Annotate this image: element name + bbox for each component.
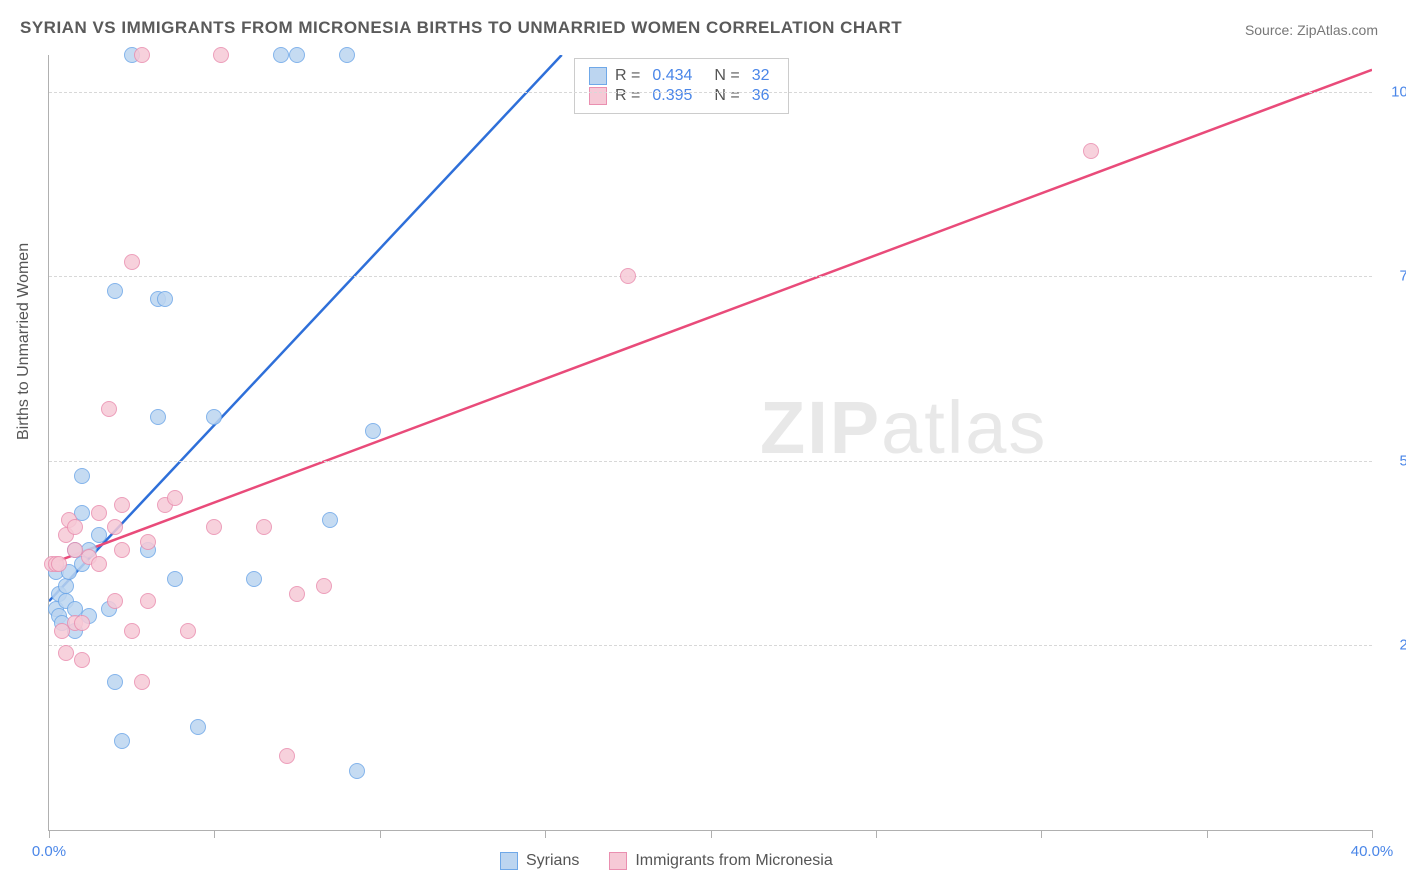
data-point (167, 490, 183, 506)
y-tick-label: 25.0% (1382, 637, 1406, 654)
data-point (157, 291, 173, 307)
x-tick (380, 830, 381, 838)
gridline (49, 645, 1372, 646)
x-tick (545, 830, 546, 838)
legend-row: R = 0.395 N = 36 (589, 87, 774, 105)
plot-area: R =0.434N =32R =0.395N =36 25.0%50.0%75.… (48, 55, 1372, 831)
data-point (58, 578, 74, 594)
data-point (91, 505, 107, 521)
data-point (51, 556, 67, 572)
data-point (58, 645, 74, 661)
trend-lines (49, 55, 1372, 830)
x-tick-label: 0.0% (32, 843, 66, 860)
x-tick (876, 830, 877, 838)
y-tick-label: 100.0% (1382, 83, 1406, 100)
x-tick (1207, 830, 1208, 838)
legend-r-value: 0.434 (652, 67, 692, 85)
data-point (101, 401, 117, 417)
legend-n-value: 36 (752, 87, 770, 105)
data-point (213, 47, 229, 63)
legend-row: R = 0.434 N = 32 (589, 67, 774, 85)
data-point (140, 534, 156, 550)
data-point (150, 409, 166, 425)
data-point (107, 283, 123, 299)
y-axis-label: Births to Unmarried Women (15, 243, 33, 440)
gridline (49, 461, 1372, 462)
correlation-legend: R = 0.434 N = 32 R = 0.395 N = 36 (574, 58, 789, 114)
data-point (206, 409, 222, 425)
gridline (49, 276, 1372, 277)
data-point (1083, 143, 1099, 159)
data-point (349, 763, 365, 779)
data-point (167, 571, 183, 587)
x-tick-label: 40.0% (1351, 843, 1394, 860)
legend-n-label: N = (714, 87, 739, 105)
data-point (114, 497, 130, 513)
gridline (49, 92, 1372, 93)
legend-n-value: 32 (752, 67, 770, 85)
legend-swatch (500, 852, 518, 870)
data-point (91, 527, 107, 543)
data-point (74, 468, 90, 484)
legend-swatch (589, 87, 607, 105)
y-tick-label: 75.0% (1382, 268, 1406, 285)
series-legend: Syrians Immigrants from Micronesia (500, 852, 833, 870)
data-point (256, 519, 272, 535)
data-point (134, 674, 150, 690)
data-point (316, 578, 332, 594)
data-point (339, 47, 355, 63)
series-legend-item: Immigrants from Micronesia (609, 852, 832, 870)
x-tick (214, 830, 215, 838)
x-tick (49, 830, 50, 838)
data-point (206, 519, 222, 535)
data-point (107, 593, 123, 609)
legend-r-value: 0.395 (652, 87, 692, 105)
series-label: Immigrants from Micronesia (635, 852, 832, 870)
y-tick-label: 50.0% (1382, 452, 1406, 469)
legend-r-label: R = (615, 87, 640, 105)
data-point (620, 268, 636, 284)
data-point (107, 519, 123, 535)
series-label: Syrians (526, 852, 579, 870)
data-point (190, 719, 206, 735)
legend-r-label: R = (615, 67, 640, 85)
x-tick (1041, 830, 1042, 838)
source-attribution: Source: ZipAtlas.com (1245, 22, 1378, 38)
data-point (74, 615, 90, 631)
data-point (67, 519, 83, 535)
series-legend-item: Syrians (500, 852, 579, 870)
data-point (273, 47, 289, 63)
data-point (140, 593, 156, 609)
data-point (74, 652, 90, 668)
data-point (289, 47, 305, 63)
data-point (279, 748, 295, 764)
data-point (91, 556, 107, 572)
legend-swatch (589, 67, 607, 85)
data-point (124, 623, 140, 639)
data-point (114, 542, 130, 558)
data-point (365, 423, 381, 439)
data-point (322, 512, 338, 528)
x-tick (711, 830, 712, 838)
data-point (134, 47, 150, 63)
data-point (124, 254, 140, 270)
data-point (180, 623, 196, 639)
x-tick (1372, 830, 1373, 838)
data-point (289, 586, 305, 602)
legend-swatch (609, 852, 627, 870)
legend-n-label: N = (714, 67, 739, 85)
data-point (246, 571, 262, 587)
data-point (114, 733, 130, 749)
chart-title: SYRIAN VS IMMIGRANTS FROM MICRONESIA BIR… (20, 18, 902, 38)
data-point (107, 674, 123, 690)
